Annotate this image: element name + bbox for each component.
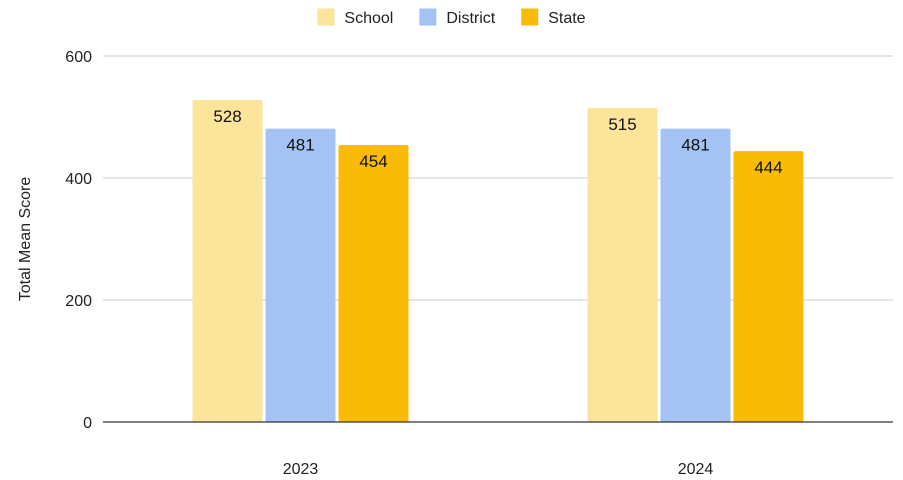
bar-state-2024 [733,151,804,422]
data-label-district-2023: 481 [286,136,314,155]
data-labels: 528 481 454 515 481 444 [213,107,782,177]
x-tick-label: 2023 [283,461,319,478]
data-label-school-2024: 515 [608,115,636,134]
data-label-school-2023: 528 [213,107,241,126]
y-tick-label: 600 [65,49,92,66]
y-tick-label: 0 [83,415,92,432]
legend: School District State [317,8,586,27]
x-tick-label: 2024 [678,461,714,478]
bar-school-2024 [587,107,658,422]
y-tick-label: 400 [65,171,92,188]
y-axis-title: Total Mean Score [17,177,34,302]
bar-state-2023 [338,145,409,422]
bar-school-2023 [192,99,263,423]
y-axis-ticks: 0 200 400 600 [65,49,92,432]
data-label-district-2024: 481 [681,136,709,155]
legend-label-school: School [344,10,393,27]
legend-swatch-school [317,8,335,26]
legend-swatch-state [521,8,539,26]
data-label-state-2023: 454 [359,152,387,171]
bars [192,99,804,423]
legend-label-state: State [548,10,585,27]
legend-label-district: District [446,10,495,27]
bar-district-2023 [265,128,336,422]
legend-swatch-district [419,8,437,26]
data-label-state-2024: 444 [754,158,782,177]
x-axis-ticks: 2023 2024 [283,461,714,478]
y-tick-label: 200 [65,293,92,310]
bar-district-2024 [660,128,731,422]
